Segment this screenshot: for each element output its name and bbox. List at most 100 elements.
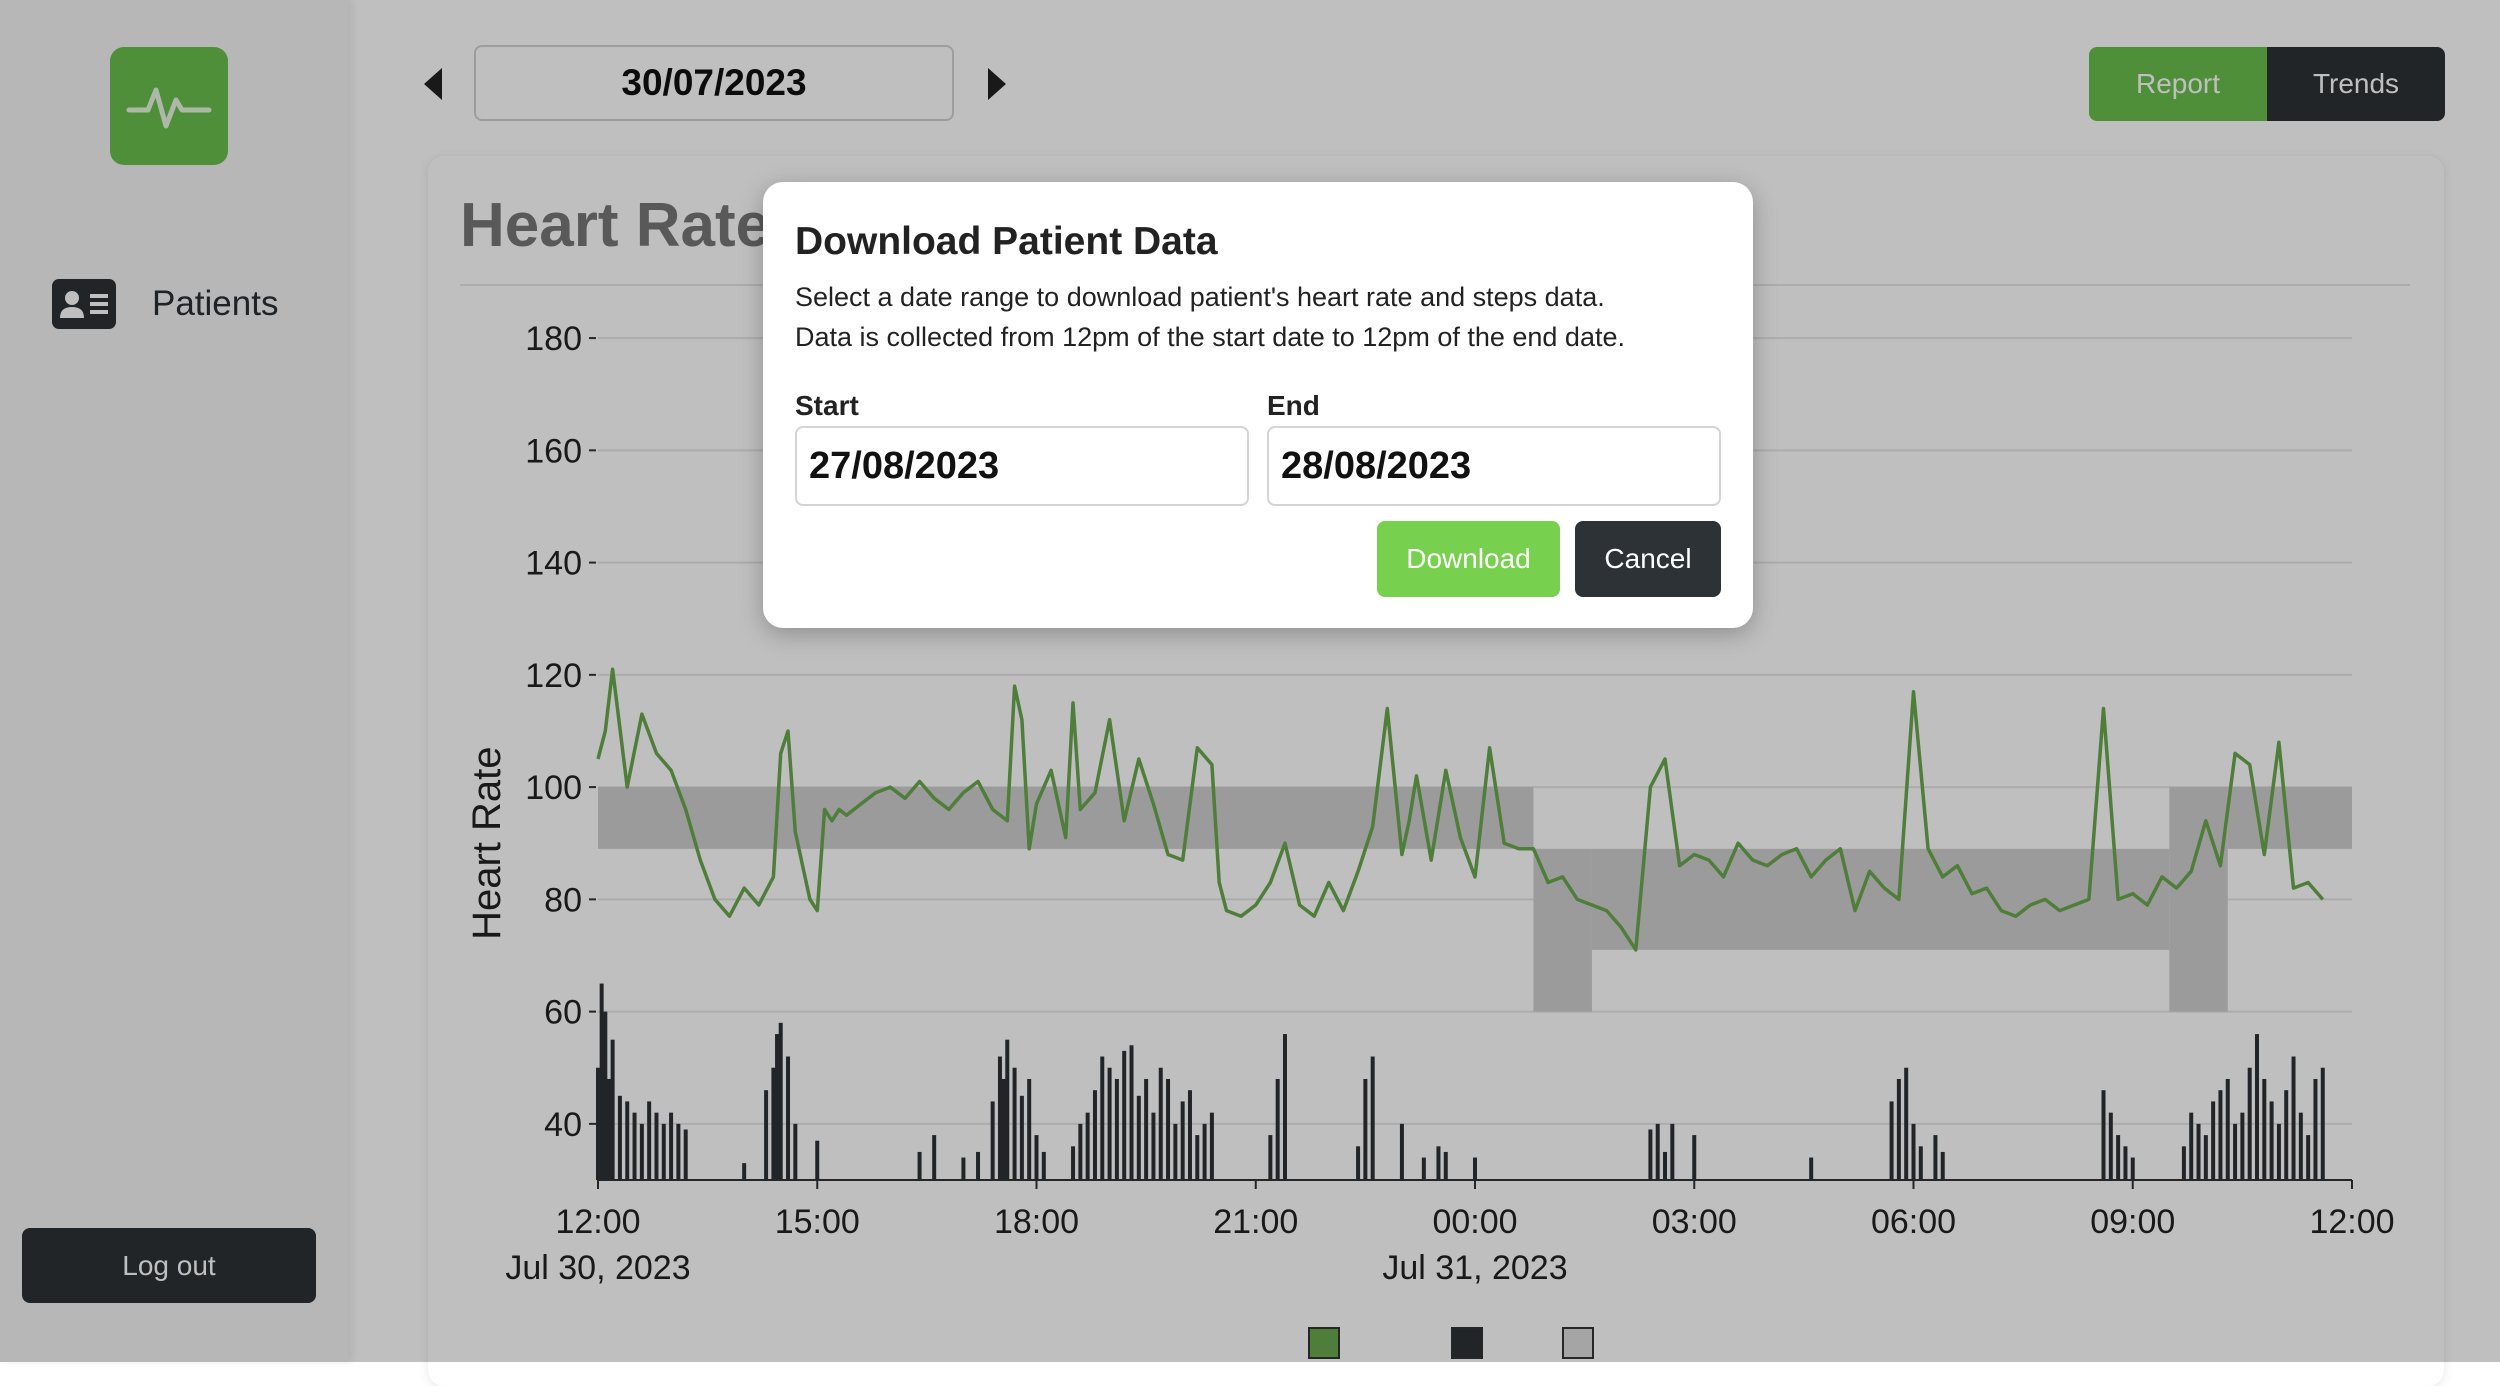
steps-bar (742, 1163, 747, 1180)
steps-bar (1180, 1101, 1185, 1180)
steps-bar (786, 1056, 791, 1180)
y-tick-label: 160 (525, 432, 582, 470)
steps-bar (2320, 1067, 2325, 1180)
steps-bar (1399, 1123, 1404, 1180)
steps-bar (1202, 1123, 1207, 1180)
y-tick-label: 100 (525, 769, 582, 807)
steps-bar (917, 1151, 922, 1180)
modal-description-line-2: Data is collected from 12pm of the start… (795, 322, 1625, 352)
steps-bar (764, 1090, 769, 1180)
steps-bar (1071, 1146, 1076, 1180)
heart-rate-line (596, 667, 2325, 952)
steps-bar (1356, 1146, 1361, 1180)
steps-bar (2276, 1123, 2281, 1180)
steps-bar (599, 983, 604, 1180)
x-tick-label: 12:00 (555, 1203, 640, 1241)
steps-bar (2254, 1034, 2259, 1180)
steps-bar (2218, 1090, 2223, 1180)
steps-bar (1940, 1151, 1945, 1180)
steps-bar (1282, 1034, 1287, 1180)
steps-bar (1027, 1078, 1032, 1180)
y-tick-label: 120 (525, 657, 582, 695)
steps-bar (654, 1112, 659, 1180)
steps-bar (997, 1056, 1002, 1180)
steps-bar (1268, 1135, 1273, 1180)
download-modal: Download Patient Data Select a date rang… (763, 182, 1753, 628)
steps-bar (815, 1140, 820, 1180)
x-tick-label: 18:00 (994, 1203, 1079, 1241)
steps-bar (2130, 1157, 2135, 1180)
steps-bar (1019, 1095, 1024, 1180)
steps-bar (2298, 1112, 2303, 1180)
steps-bar (2233, 1123, 2238, 1180)
steps-bar (610, 1039, 615, 1180)
steps-bar (976, 1151, 981, 1180)
steps-bar (1648, 1129, 1653, 1180)
sidebar-item-patients[interactable]: Patients (52, 276, 278, 332)
steps-bar (1655, 1123, 1660, 1180)
download-button[interactable]: Download (1377, 521, 1560, 597)
steps-bar (661, 1123, 666, 1180)
x-tick-label: 06:00 (1871, 1203, 1956, 1241)
cancel-button[interactable]: Cancel (1575, 521, 1721, 597)
steps-bar (2284, 1090, 2289, 1180)
steps-bar (1158, 1067, 1163, 1180)
start-date-input[interactable] (795, 426, 1249, 506)
modal-description-line-1: Select a date range to download patient'… (795, 282, 1605, 312)
app-logo[interactable] (110, 47, 228, 165)
steps-bar (932, 1135, 937, 1180)
card-title: Heart Rate (460, 191, 771, 260)
x-tick-label: 00:00 (1432, 1203, 1517, 1241)
steps-bar (990, 1101, 995, 1180)
steps-bar (1933, 1135, 1938, 1180)
x-tick-label: 12:00 (2309, 1203, 2394, 1241)
steps-bar (2240, 1112, 2245, 1180)
steps-bar (1809, 1157, 1814, 1180)
steps-bar (1085, 1112, 1090, 1180)
modal-title: Download Patient Data (795, 220, 1218, 263)
steps-bar (2247, 1067, 2252, 1180)
caret-right-icon[interactable] (980, 64, 1010, 104)
steps-bar (676, 1123, 681, 1180)
y-tick-label: 80 (544, 881, 582, 919)
y-tick-label: 180 (525, 320, 582, 358)
y-tick-label: 60 (544, 994, 582, 1032)
steps-bar (683, 1129, 688, 1180)
steps-bar (1151, 1112, 1156, 1180)
steps-bar (1421, 1157, 1426, 1180)
steps-bar (2189, 1112, 2194, 1180)
steps-bar (2123, 1146, 2128, 1180)
end-date-label: End (1267, 390, 1320, 421)
steps-bar (606, 1078, 611, 1180)
steps-bar (775, 1034, 780, 1180)
y-tick-label: 40 (544, 1106, 582, 1144)
steps-bar (1436, 1146, 1441, 1180)
patient-card-icon (52, 279, 116, 329)
start-date-label: Start (795, 390, 859, 421)
target-band-segment (1591, 848, 2170, 950)
tab-trends[interactable]: Trends (2267, 47, 2445, 121)
chart-axes: 40 60 80 100 120 140 160 180 Heart Rate 12:00 Jul … (465, 320, 2395, 1287)
caret-left-icon[interactable] (420, 64, 450, 104)
steps-bar (1187, 1090, 1192, 1180)
tab-report[interactable]: Report (2089, 47, 2267, 121)
steps-bar (647, 1101, 652, 1180)
steps-bar (961, 1157, 966, 1180)
steps-bar (1896, 1078, 1901, 1180)
steps-bar (1370, 1056, 1375, 1180)
steps-bars (596, 983, 2325, 1180)
x-tick-label: 09:00 (2090, 1203, 2175, 1241)
logout-button[interactable]: Log out (22, 1228, 316, 1303)
date-display[interactable]: 30/07/2023 (474, 45, 954, 121)
sidebar: Patients Log out (0, 0, 348, 1362)
steps-bar (2101, 1090, 2106, 1180)
steps-bar (2203, 1135, 2208, 1180)
x-tick-label: 21:00 (1213, 1203, 1298, 1241)
steps-bar (1918, 1146, 1923, 1180)
x-tick-date-label: Jul 31, 2023 (1382, 1249, 1567, 1287)
end-date-input[interactable] (1267, 426, 1721, 506)
steps-bar (2306, 1135, 2311, 1180)
steps-bar (1144, 1078, 1149, 1180)
steps-bar (603, 1011, 608, 1180)
steps-bar (2116, 1135, 2121, 1180)
